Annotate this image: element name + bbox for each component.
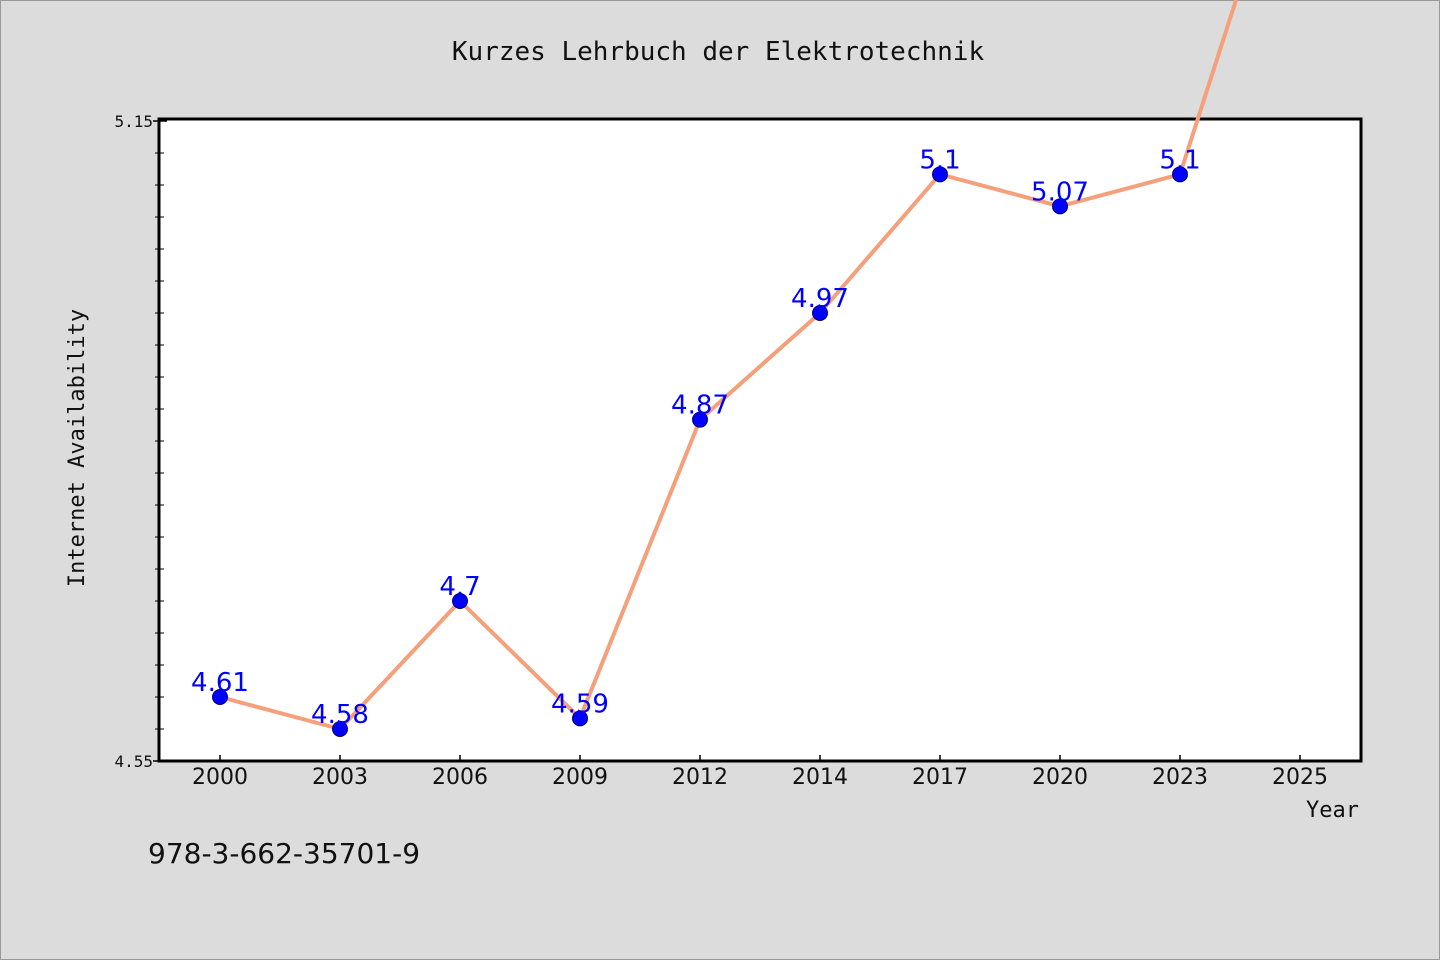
series-line [218, 0, 1239, 731]
y-axis-label: Internet Availability [65, 309, 90, 587]
data-label: 4.87 [671, 391, 729, 421]
y-axis-ticks: 4.55 5.15 [114, 112, 167, 771]
x-axis-ticks: 2000 2003 2006 2009 2012 2014 2017 2020 2023 2025 [192, 755, 1328, 790]
data-label: 5.07 [1031, 177, 1089, 207]
data-label: 5.1 [919, 145, 960, 175]
x-tick-label: 2014 [792, 765, 848, 790]
x-tick-label: 2017 [912, 765, 968, 790]
data-label: 4.59 [551, 689, 609, 719]
x-tick-label: 2009 [552, 765, 608, 790]
x-tick-label: 2003 [312, 765, 368, 790]
data-point-marker [812, 305, 828, 321]
data-point-marker [692, 411, 708, 428]
data-point-marker [572, 710, 588, 727]
data-point-marker [332, 721, 348, 737]
data-label: 5.1 [1159, 145, 1200, 175]
x-tick-label: 2020 [1032, 765, 1088, 790]
y-minor-ticks [155, 152, 164, 730]
chart-title: Kurzes Lehrbuch der Elektrotechnik [452, 37, 985, 67]
x-tick-label: 2025 [1272, 765, 1328, 790]
data-label: 4.58 [311, 700, 369, 730]
data-point-marker [1172, 166, 1188, 183]
data-point-marker [452, 593, 468, 609]
plot-area [157, 117, 1363, 763]
data-label: 4.61 [191, 668, 249, 698]
data-point-marker [1052, 198, 1068, 215]
data-label: 4.7 [439, 572, 480, 602]
data-point-marker [932, 166, 948, 183]
x-tick-label: 2000 [192, 765, 248, 790]
x-tick-label: 2023 [1152, 765, 1208, 790]
x-tick-label: 2012 [672, 765, 728, 790]
x-axis-label: Year [1306, 798, 1359, 823]
data-label: 4.97 [791, 284, 849, 314]
data-labels: 4.614.584.74.594.874.975.15.075.15.45 [191, 145, 1201, 730]
data-point-marker [212, 689, 228, 705]
x-tick-label: 2006 [432, 765, 488, 790]
y-tick-label: 5.15 [114, 112, 153, 131]
series-line-group [218, 0, 1239, 731]
y-tick-label: 4.55 [114, 752, 153, 771]
series-markers [212, 166, 1188, 737]
isbn-text: 978-3-662-35701-9 [148, 837, 420, 870]
